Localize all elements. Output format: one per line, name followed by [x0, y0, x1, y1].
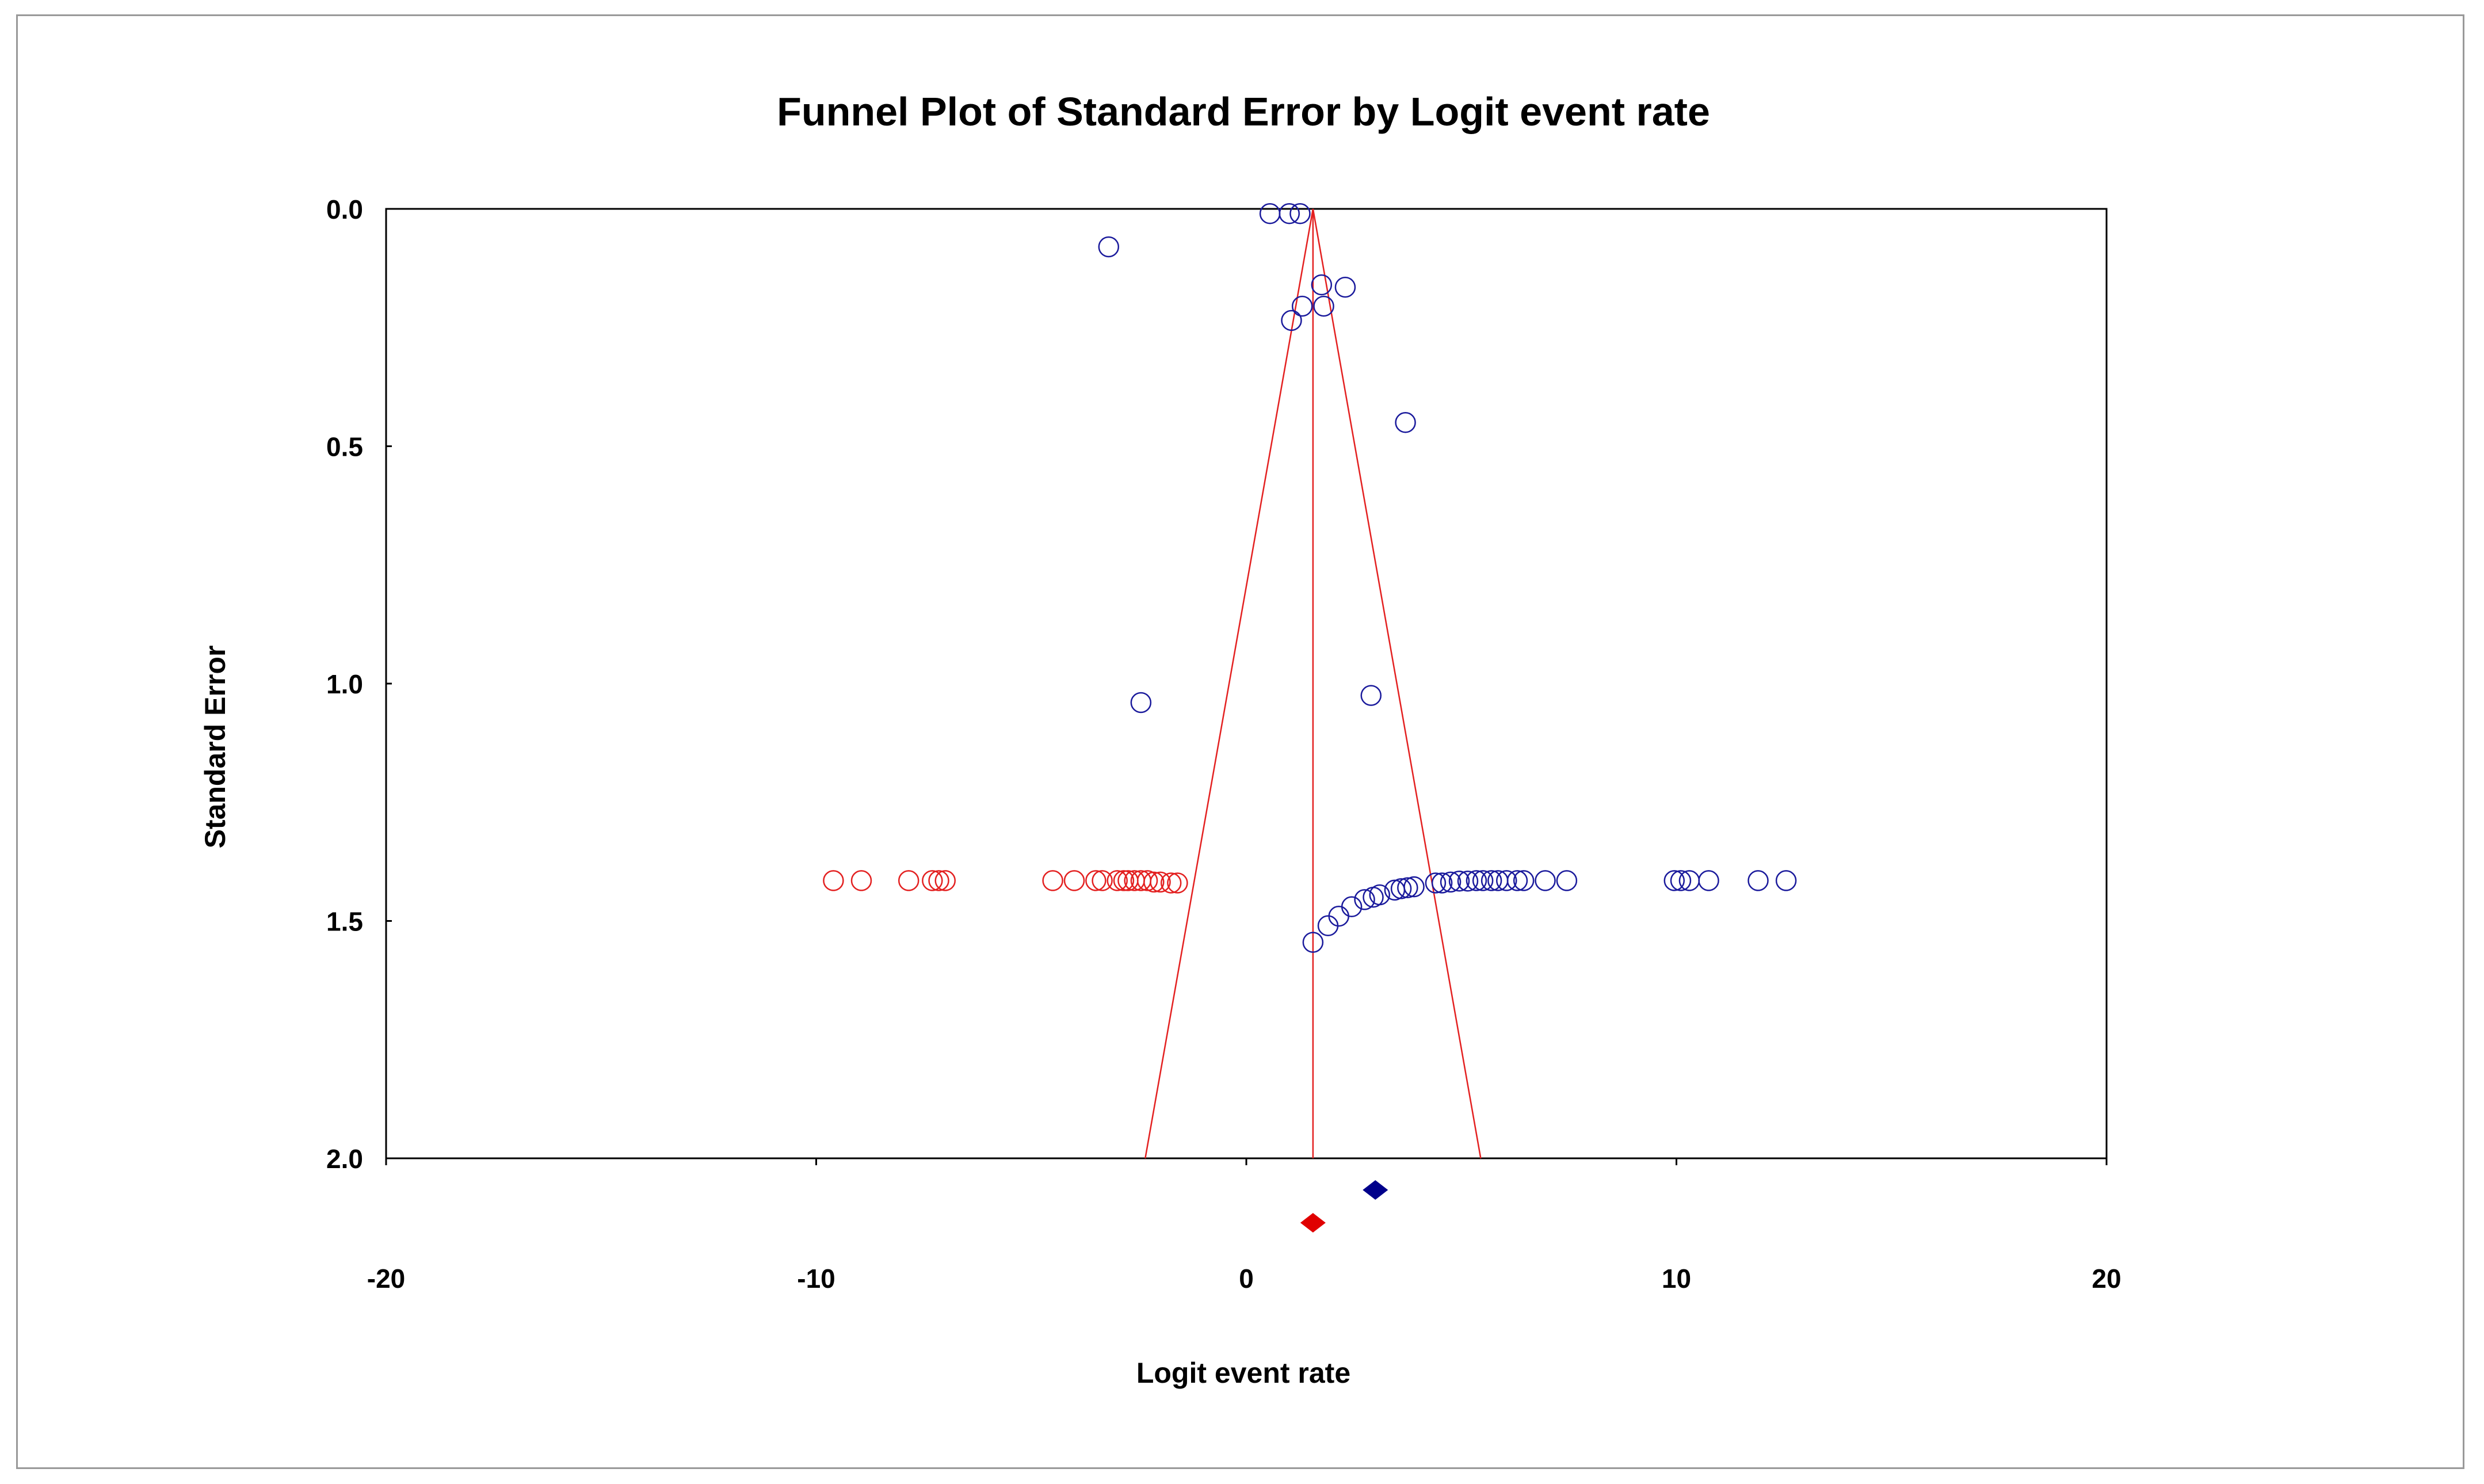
x-tick-label: -20	[367, 1264, 405, 1294]
observed-study-point	[1397, 877, 1418, 898]
funnel-lines	[1144, 208, 1482, 1159]
observed-study-point	[1678, 870, 1700, 891]
y-tick-label: 0.5	[326, 432, 363, 462]
observed-study-point	[1698, 870, 1719, 891]
observed-study-point	[1747, 870, 1769, 891]
chart-title: Funnel Plot of Standard Error by Logit e…	[777, 89, 1710, 134]
observed-study-point	[1466, 870, 1487, 891]
imputed-study-point	[1136, 870, 1158, 891]
imputed-study-point	[898, 870, 919, 891]
observed-study-point	[1513, 870, 1535, 891]
observed-study-point	[1448, 870, 1470, 892]
y-tick-label: 0.0	[326, 194, 363, 224]
imputed-study-point	[928, 870, 949, 891]
observed-study-point	[1670, 870, 1692, 891]
observed-study-point	[1431, 872, 1453, 894]
x-tick-label: 0	[1239, 1264, 1254, 1294]
imputed-study-point	[922, 870, 943, 891]
observed-study-point	[1302, 932, 1324, 953]
x-tick-label: 10	[1662, 1264, 1691, 1294]
observed-study-point	[1535, 870, 1556, 891]
observed-study-point	[1663, 870, 1685, 891]
observed-study-point	[1311, 274, 1333, 296]
imputed-study-point	[850, 870, 872, 891]
observed-study-point	[1440, 871, 1462, 893]
imputed-study-point	[1160, 872, 1182, 894]
observed-study-point	[1457, 870, 1479, 892]
observed-study-point	[1775, 870, 1797, 891]
x-tick-label: 20	[2092, 1264, 2121, 1294]
x-axis-label: Logit event rate	[1136, 1357, 1350, 1389]
y-tick-label: 2.0	[326, 1144, 363, 1174]
observed-summary-diamond	[1363, 1180, 1388, 1200]
imputed-study-point	[1143, 871, 1165, 893]
observed-study-point	[1369, 884, 1390, 906]
observed-study-point	[1334, 276, 1356, 298]
chart-frame: Funnel Plot of Standard Error by Logit e…	[16, 14, 2464, 1469]
observed-study-point	[1289, 203, 1311, 224]
observed-study-point	[1506, 870, 1528, 891]
imputed-study-point	[1106, 870, 1128, 891]
observed-study-point	[1556, 870, 1578, 891]
y-axis-label: Standard Error	[199, 646, 231, 849]
imputed-study-point	[823, 870, 844, 891]
imputed-study-point	[1092, 870, 1113, 891]
summary-diamonds	[1300, 1180, 1388, 1233]
x-tick-label: -10	[797, 1264, 835, 1294]
observed-study-point	[1130, 692, 1152, 714]
observed-study-point	[1313, 295, 1334, 317]
observed-study-point	[1495, 870, 1517, 891]
observed-study-point	[1279, 203, 1300, 224]
imputed-study-point	[1167, 872, 1188, 894]
imputed-study-point	[1113, 870, 1135, 891]
plot-area	[385, 208, 2108, 1159]
observed-study-point	[1403, 876, 1425, 898]
observed-study-point	[1395, 412, 1416, 433]
observed-study-point	[1341, 896, 1363, 917]
observed-study-point	[1098, 236, 1120, 258]
imputed-study-point	[1042, 870, 1063, 891]
funnel-left-line	[1144, 208, 1314, 1159]
observed-study-point	[1390, 878, 1412, 899]
observed-study-point	[1360, 685, 1382, 706]
observed-study-point	[1281, 310, 1302, 331]
observed-study-point	[1291, 295, 1313, 317]
observed-study-point	[1259, 203, 1281, 224]
imputed-study-point	[1063, 870, 1085, 891]
funnel-plot: Funnel Plot of Standard Error by Logit e…	[199, 89, 2121, 1389]
imputed-study-point	[1085, 870, 1106, 891]
data-points	[823, 203, 1797, 953]
observed-study-point	[1481, 870, 1502, 891]
y-tick-label: 1.0	[326, 669, 363, 699]
adjusted-summary-diamond	[1300, 1213, 1326, 1233]
observed-study-point	[1425, 872, 1447, 894]
y-axis-ticks: 0.0 0.5 1.0 1.5 2.0	[326, 194, 392, 1174]
x-axis-ticks: -20 -10 0 10 20	[367, 1158, 2121, 1294]
y-tick-label: 1.5	[326, 907, 363, 937]
imputed-study-point	[934, 870, 956, 891]
funnel-right-line	[1312, 208, 1482, 1159]
imputed-study-point	[1150, 871, 1171, 893]
observed-study-point	[1472, 870, 1494, 891]
observed-study-point	[1354, 889, 1375, 910]
